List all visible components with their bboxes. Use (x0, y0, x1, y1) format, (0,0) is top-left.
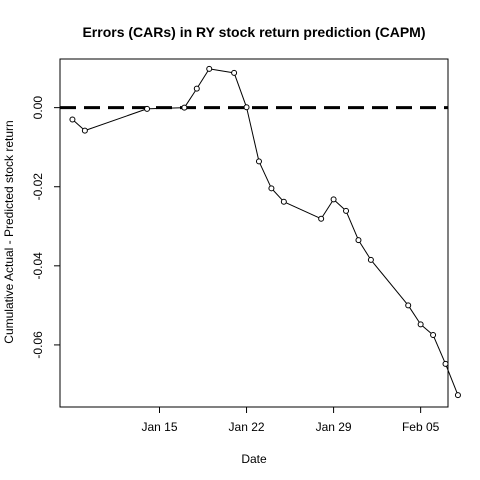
series-line-segment (433, 337, 445, 362)
series-line-segment (234, 75, 247, 106)
data-point (268, 185, 275, 192)
x-axis-label: Date (241, 452, 267, 466)
y-tick-label: -0.02 (31, 173, 45, 201)
x-tick-label: Jan 22 (229, 420, 265, 434)
data-point (417, 321, 424, 328)
data-point (206, 65, 213, 72)
data-point (144, 105, 151, 112)
data-point (280, 198, 287, 205)
data-point (343, 207, 350, 214)
series-line-segment (346, 212, 358, 239)
data-point (355, 237, 362, 244)
data-point (231, 69, 238, 76)
chart-title: Errors (CARs) in RY stock return predict… (82, 24, 425, 40)
data-point (430, 332, 437, 339)
series-line-segment (246, 109, 259, 160)
x-tick-label: Jan 29 (316, 420, 352, 434)
y-axis: 0.00 -0.02 -0.04 -0.06 (31, 96, 60, 359)
data-point (454, 392, 461, 399)
series-line-segment (87, 109, 145, 131)
y-tick-label: -0.04 (31, 252, 45, 280)
data-point (81, 127, 88, 134)
series-line-segment (259, 163, 271, 187)
series-line-segment (197, 70, 209, 87)
series-line-segment (422, 325, 432, 334)
x-tick-label: Feb 05 (402, 420, 440, 434)
x-tick-label: Jan 15 (141, 420, 177, 434)
series-line-segment (335, 200, 345, 210)
data-point (405, 302, 412, 309)
plot-area-border (59, 58, 449, 408)
y-tick-label: -0.06 (31, 331, 45, 359)
series-line-segment (272, 189, 283, 201)
series-line-group (73, 68, 458, 393)
data-point (193, 85, 200, 92)
series-line-segment (445, 366, 458, 393)
series-line-segment (359, 241, 370, 259)
y-tick-label: 0.00 (31, 96, 45, 120)
data-point (318, 215, 325, 222)
data-point (181, 104, 188, 111)
series-line-segment (285, 202, 320, 219)
series-line-segment (211, 68, 232, 73)
data-point (255, 158, 262, 165)
series-points-group (69, 65, 461, 399)
series-line-segment (372, 261, 408, 304)
x-axis: Jan 15 Jan 22 Jan 29 Feb 05 (141, 407, 440, 434)
series-line-segment (322, 201, 333, 217)
data-point (243, 104, 250, 111)
data-point (69, 116, 76, 123)
y-axis-label: Cumulative Actual - Predicted stock retu… (2, 120, 16, 343)
series-line-segment (149, 107, 182, 110)
data-point (330, 196, 337, 203)
data-point (367, 256, 374, 263)
data-point (442, 360, 449, 367)
series-line-segment (409, 307, 420, 323)
series-line-segment (185, 90, 196, 106)
series-line-segment (73, 120, 84, 130)
